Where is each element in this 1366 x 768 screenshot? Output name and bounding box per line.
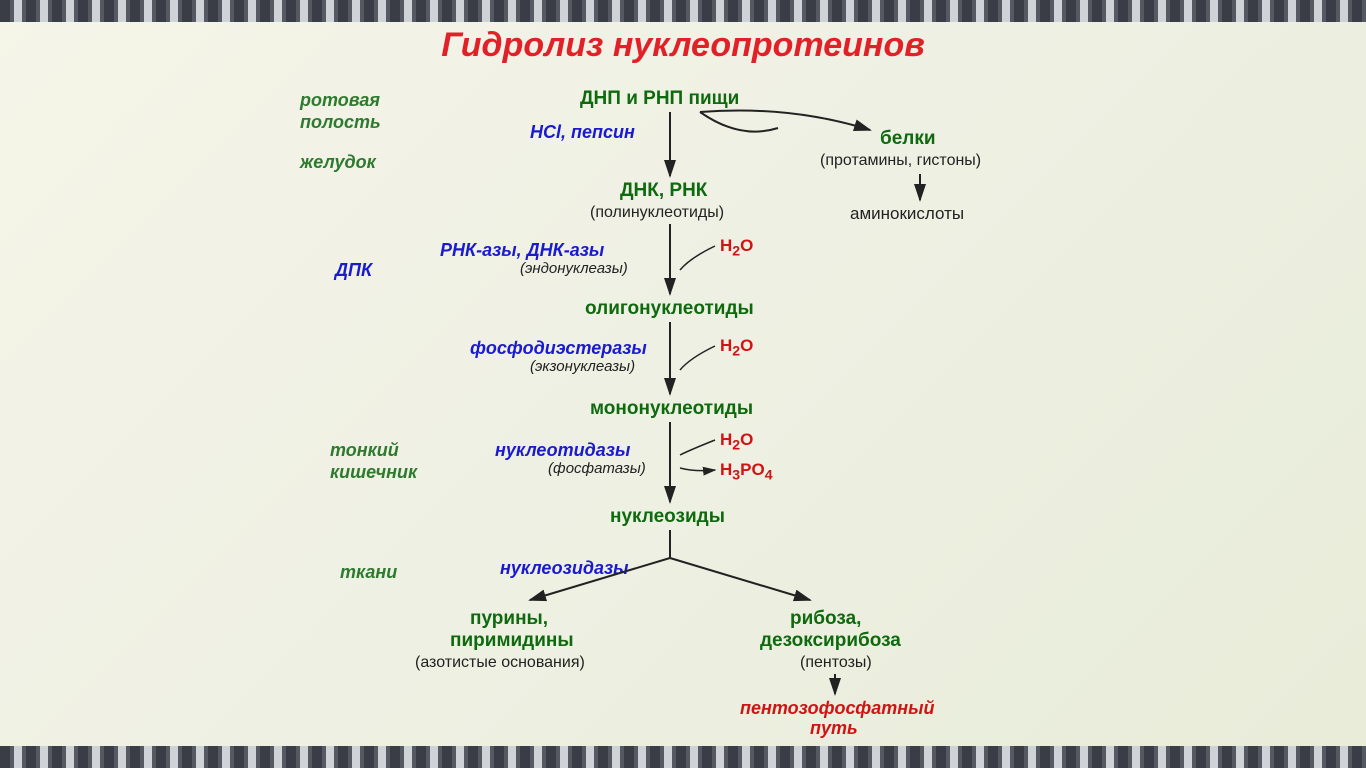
enz-phos: (фосфатазы)	[548, 460, 646, 477]
h3po4: H3PO4	[720, 460, 773, 483]
enz-pde: фосфодиэстеразы	[470, 338, 647, 359]
node-belki: белки	[880, 128, 936, 150]
loc-oral1: ротовая	[300, 90, 380, 111]
loc-thin2: кишечник	[330, 462, 417, 483]
slide: Гидролиз нуклеопротеинов ротовая полость…	[0, 0, 1366, 768]
h2o-3: H2O	[720, 430, 753, 453]
loc-dpk: ДПК	[335, 260, 372, 281]
filmstrip-bottom	[0, 746, 1366, 768]
enz-endo: (эндонуклеазы)	[520, 260, 628, 277]
node-ribose1: рибоза,	[790, 608, 861, 630]
node-mono: мононуклеотиды	[590, 398, 753, 420]
h2o-1: H2O	[720, 236, 753, 259]
slide-title: Гидролиз нуклеопротеинов	[0, 26, 1366, 65]
enz-nucleosidases: нуклеозидазы	[500, 558, 629, 579]
node-amino: аминокислоты	[850, 204, 964, 224]
node-ribose2: дезоксирибоза	[760, 630, 901, 652]
node-belki-sub: (протамины, гистоны)	[820, 152, 981, 170]
node-dnarna: ДНК, РНК	[620, 180, 707, 202]
node-ribose-sub: (пентозы)	[800, 654, 872, 672]
filmstrip-top	[0, 0, 1366, 22]
enz-exo: (экзонуклеазы)	[530, 358, 635, 375]
enz-rnases: РНК-азы, ДНК-азы	[440, 240, 604, 261]
loc-oral2: полость	[300, 112, 381, 133]
h2o-2: H2O	[720, 336, 753, 359]
loc-thin1: тонкий	[330, 440, 399, 461]
loc-tissue: ткани	[340, 562, 397, 583]
arrows-layer	[0, 0, 1366, 768]
node-purines1: пурины,	[470, 608, 548, 630]
node-oligo: олигонуклеотиды	[585, 298, 754, 320]
node-purines-sub: (азотистые основания)	[415, 654, 585, 672]
enz-hcl: HCl, пепсин	[530, 122, 635, 143]
node-purines2: пиримидины	[450, 630, 574, 652]
node-dnp: ДНП и РНП пищи	[580, 88, 739, 110]
loc-stomach: желудок	[300, 152, 376, 173]
node-poly: (полинуклеотиды)	[590, 204, 724, 222]
node-ppp2: путь	[810, 718, 858, 739]
enz-nucleotidases: нуклеотидазы	[495, 440, 630, 461]
node-nucleosides: нуклеозиды	[610, 506, 725, 528]
node-ppp1: пентозофосфатный	[740, 698, 934, 719]
